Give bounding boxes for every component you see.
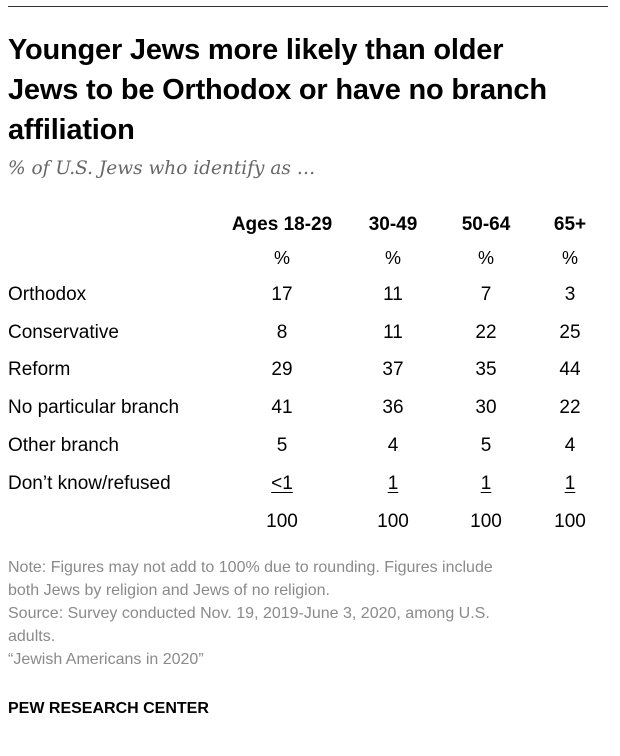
title-line: Jews to be Orthodox or have no branch [8, 74, 547, 106]
chart-subtitle: % of U.S. Jews who identify as … [8, 158, 316, 179]
title-line: Younger Jews more likely than older [8, 34, 504, 66]
report-title-line: “Jewish Americans in 2020” [8, 651, 204, 668]
note-line: both Jews by religion and Jews of no rel… [8, 582, 330, 599]
row-label: Other branch [8, 435, 119, 456]
row-label: Conservative [8, 322, 119, 343]
source-line: Source: Survey conducted Nov. 19, 2019-J… [8, 605, 490, 622]
table-cell: 3 [564, 284, 576, 305]
column-header: Ages 18-29 [231, 214, 333, 235]
chart-title: Younger Jews more likely than older Jews… [8, 30, 608, 150]
table-cell: 7 [480, 284, 492, 305]
row-label: Orthodox [8, 284, 87, 305]
notes-block: Note: Figures may not add to 100% due to… [8, 556, 613, 671]
table-cell: 8 [276, 322, 288, 343]
table-cell: 17 [271, 284, 293, 305]
table-cell: 4 [387, 435, 399, 456]
column-header: 50-64 [461, 214, 511, 235]
table-cell: 11 [383, 322, 403, 343]
table-cell: 5 [276, 435, 288, 456]
table-cell: 5 [480, 435, 492, 456]
total-cell: 100 [554, 511, 586, 532]
brand-logo-text: PEW RESEARCH CENTER [8, 700, 209, 717]
total-cell: 100 [266, 511, 298, 532]
column-header: 30-49 [368, 214, 418, 235]
unit-label: % [273, 248, 290, 268]
row-label: Don’t know/refused [8, 473, 171, 494]
table-cell: 1 [480, 473, 492, 494]
total-cell: 100 [470, 511, 502, 532]
table-cell: 11 [383, 284, 403, 305]
unit-label: % [561, 248, 578, 268]
table-cell: 4 [564, 435, 576, 456]
unit-label: % [384, 248, 401, 268]
table-cell: 30 [475, 397, 497, 418]
table-cell: <1 [271, 473, 293, 494]
table-cell: 37 [382, 359, 404, 380]
title-line: affiliation [8, 114, 135, 146]
table-cell: 36 [382, 397, 404, 418]
table-cell: 29 [271, 359, 293, 380]
top-rule [8, 6, 608, 7]
row-label: Reform [8, 359, 71, 380]
source-line: adults. [8, 628, 56, 645]
table-cell: 35 [475, 359, 497, 380]
table-cell: 1 [564, 473, 576, 494]
table-cell: 1 [387, 473, 399, 494]
note-line: Note: Figures may not add to 100% due to… [8, 559, 493, 576]
table-cell: 25 [559, 322, 581, 343]
total-cell: 100 [377, 511, 409, 532]
table-cell: 41 [271, 397, 293, 418]
unit-label: % [477, 248, 494, 268]
table-cell: 22 [475, 322, 497, 343]
table-cell: 44 [559, 359, 581, 380]
column-header: 65+ [553, 214, 587, 235]
row-label: No particular branch [8, 397, 180, 418]
table-cell: 22 [559, 397, 581, 418]
